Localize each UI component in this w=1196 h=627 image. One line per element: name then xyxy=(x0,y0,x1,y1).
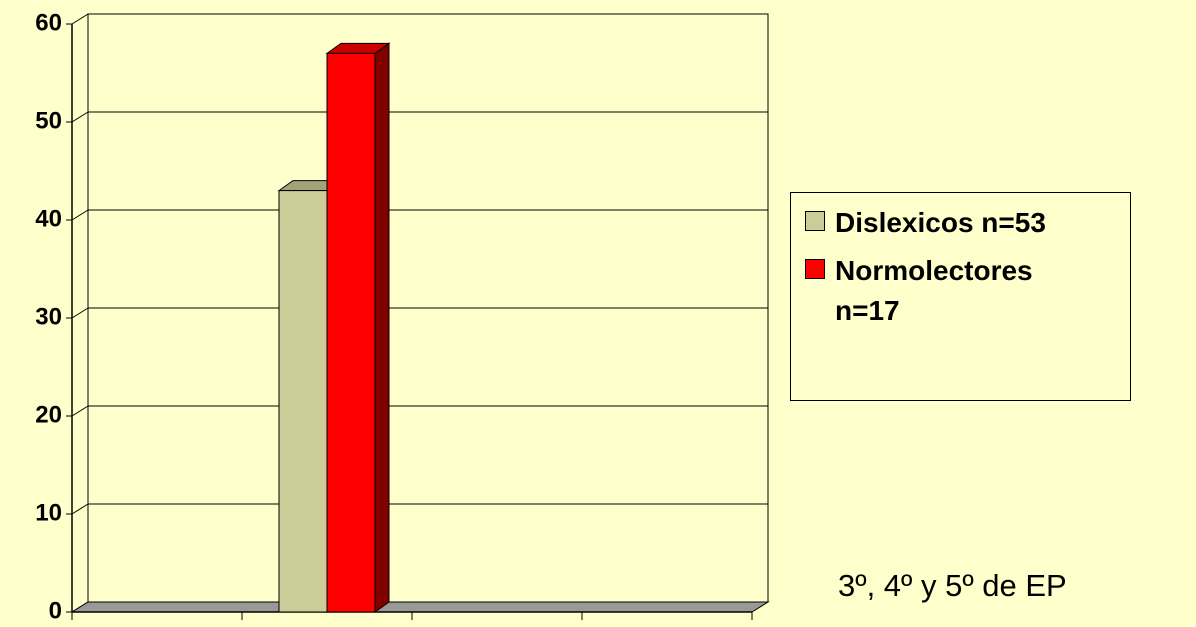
legend-swatch xyxy=(805,259,825,279)
legend-swatch xyxy=(805,211,825,231)
y-tick-label: 30 xyxy=(35,303,62,330)
grid-diag xyxy=(71,13,89,25)
grid-diag xyxy=(71,209,89,221)
legend-label: Normolectores n=17 xyxy=(835,255,1033,326)
bar-face xyxy=(278,190,328,613)
grid-diag xyxy=(71,307,89,319)
grid-diag xyxy=(71,111,89,123)
floor xyxy=(70,601,770,613)
y-tick-label: 50 xyxy=(35,107,62,134)
bar-face xyxy=(374,42,390,613)
y-tick-label: 10 xyxy=(35,499,62,526)
y-tick-label: 20 xyxy=(35,401,62,428)
y-tick-label: 40 xyxy=(35,205,62,232)
legend-item: Dislexicos n=53 xyxy=(799,203,1122,243)
bar-face xyxy=(326,52,376,613)
grid-diag xyxy=(71,503,89,515)
grid-diag xyxy=(71,405,89,417)
legend-label: Dislexicos n=53 xyxy=(835,207,1046,238)
y-tick-label: 0 xyxy=(49,597,62,624)
y-tick-label: 60 xyxy=(35,9,62,36)
legend: Dislexicos n=53 Normolectores n=17 xyxy=(790,192,1131,401)
annotation: 3º, 4º y 5º de EP xyxy=(838,568,1067,603)
legend-item: Normolectores n=17 xyxy=(799,251,1122,331)
bar xyxy=(325,42,391,613)
